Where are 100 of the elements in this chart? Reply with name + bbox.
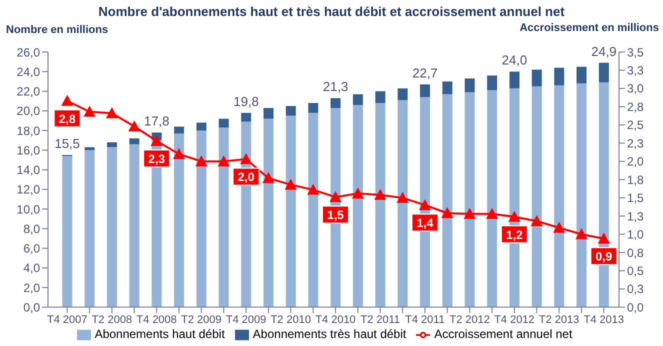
- bar: [487, 76, 498, 90]
- x-tick-label: T2 2009: [181, 314, 222, 326]
- bar: [174, 133, 184, 308]
- bar: [286, 116, 296, 308]
- y2-tick-label: 2,3: [627, 136, 644, 150]
- x-tick-label: T2 2011: [360, 314, 400, 326]
- bar: [352, 104, 363, 308]
- bar: [84, 147, 95, 150]
- bar: [576, 83, 587, 308]
- point: [396, 192, 409, 203]
- y2-tick-label: 0,8: [627, 246, 644, 260]
- bar: [598, 62, 609, 82]
- bar: [218, 128, 229, 308]
- bar: [264, 108, 274, 119]
- data-label: 1,4: [416, 216, 434, 230]
- point: [486, 208, 498, 219]
- y-tick-label: 16,0: [16, 143, 40, 158]
- bar: [398, 100, 408, 308]
- bar: [196, 122, 206, 131]
- y2-tick-label: 3,5: [627, 45, 644, 60]
- y2-tick-label: 2,5: [627, 118, 644, 132]
- data-label: 2,0: [238, 170, 255, 184]
- y2-tick-label: 2,0: [627, 154, 644, 169]
- y-tick-label: 26,0: [16, 45, 40, 60]
- total-label: 17,8: [144, 113, 170, 128]
- bar: [218, 118, 229, 128]
- bar: [464, 78, 475, 92]
- y-tick-label: 12,0: [16, 182, 40, 197]
- y2-tick-label: 0,3: [627, 282, 644, 296]
- x-tick-label: T4 2011: [405, 314, 445, 326]
- bar: [576, 66, 587, 84]
- bar: [330, 98, 341, 108]
- y-tick-label: 4,0: [23, 261, 40, 276]
- bar: [398, 88, 408, 100]
- data-label: 1,5: [327, 208, 344, 222]
- x-tick-label: T4 2013: [584, 314, 624, 326]
- legend-label: Abonnements haut débit: [94, 327, 225, 342]
- bar: [375, 103, 386, 308]
- bar: [509, 72, 520, 88]
- total-label: 19,8: [233, 94, 259, 109]
- bar: [375, 91, 386, 104]
- x-tick-label: T2 2008: [92, 314, 132, 326]
- x-tick-label: T2 2012: [449, 314, 490, 326]
- y-tick-label: 0,0: [23, 300, 40, 314]
- data-label: 2,8: [58, 112, 76, 126]
- bar: [129, 144, 140, 308]
- y-tick-label: 10,0: [16, 202, 40, 216]
- bar: [241, 112, 252, 122]
- point: [240, 153, 252, 164]
- y2-tick-label: 1,8: [627, 172, 644, 187]
- bar: [308, 112, 318, 308]
- y2-tick-label: 3,3: [627, 63, 644, 78]
- point: [218, 155, 230, 166]
- point: [172, 148, 185, 160]
- y-tick-label: 18,0: [16, 124, 40, 138]
- y2-axis-title: Accroissement en millions: [520, 22, 659, 34]
- bar: [308, 103, 318, 113]
- bar: [62, 156, 72, 308]
- point: [84, 106, 96, 117]
- point: [330, 191, 342, 202]
- point: [575, 228, 588, 240]
- bar: [286, 106, 296, 116]
- bar: [554, 68, 564, 86]
- bar: [129, 138, 140, 144]
- chart-title: Nombre d'abonnements haut et très haut débit et accroissement annuel net: [97, 4, 566, 19]
- total-label: 24,0: [502, 52, 528, 68]
- x-tick-label: T4 2012: [494, 314, 535, 326]
- y2-tick-label: 0,5: [627, 264, 644, 278]
- x-tick-label: T2 2013: [538, 314, 580, 326]
- point: [352, 187, 364, 198]
- y-tick-label: 22,0: [16, 84, 40, 99]
- point: [598, 232, 610, 244]
- point: [464, 208, 476, 219]
- x-tick-label: T4 2010: [315, 314, 356, 326]
- y2-tick-label: 3,0: [627, 82, 644, 96]
- bar: [442, 81, 452, 94]
- total-label: 15,5: [54, 136, 80, 152]
- point: [374, 188, 386, 200]
- data-label: 0,9: [595, 250, 612, 264]
- y2-tick-label: 1,3: [627, 209, 644, 224]
- legend-label: Abonnements très haut débit: [252, 327, 406, 342]
- point: [284, 178, 297, 190]
- bar: [196, 130, 206, 308]
- point: [262, 172, 274, 184]
- point: [61, 94, 74, 106]
- point: [553, 222, 566, 233]
- x-tick-label: T4 2009: [226, 314, 266, 326]
- bar: [352, 94, 363, 105]
- y-tick-label: 2,0: [23, 280, 40, 295]
- y2-tick-label: 1,0: [627, 228, 644, 242]
- bar: [264, 118, 274, 308]
- data-label: 2,3: [148, 152, 166, 166]
- point: [418, 199, 431, 210]
- point: [530, 215, 543, 226]
- y-tick-label: 14,0: [16, 163, 40, 178]
- total-label: 21,3: [322, 79, 348, 94]
- y-tick-label: 8,0: [23, 222, 40, 236]
- y-axis-title: Nombre en millions: [6, 24, 108, 36]
- y-tick-label: 6,0: [23, 242, 40, 256]
- y2-tick-label: 0,0: [627, 300, 644, 314]
